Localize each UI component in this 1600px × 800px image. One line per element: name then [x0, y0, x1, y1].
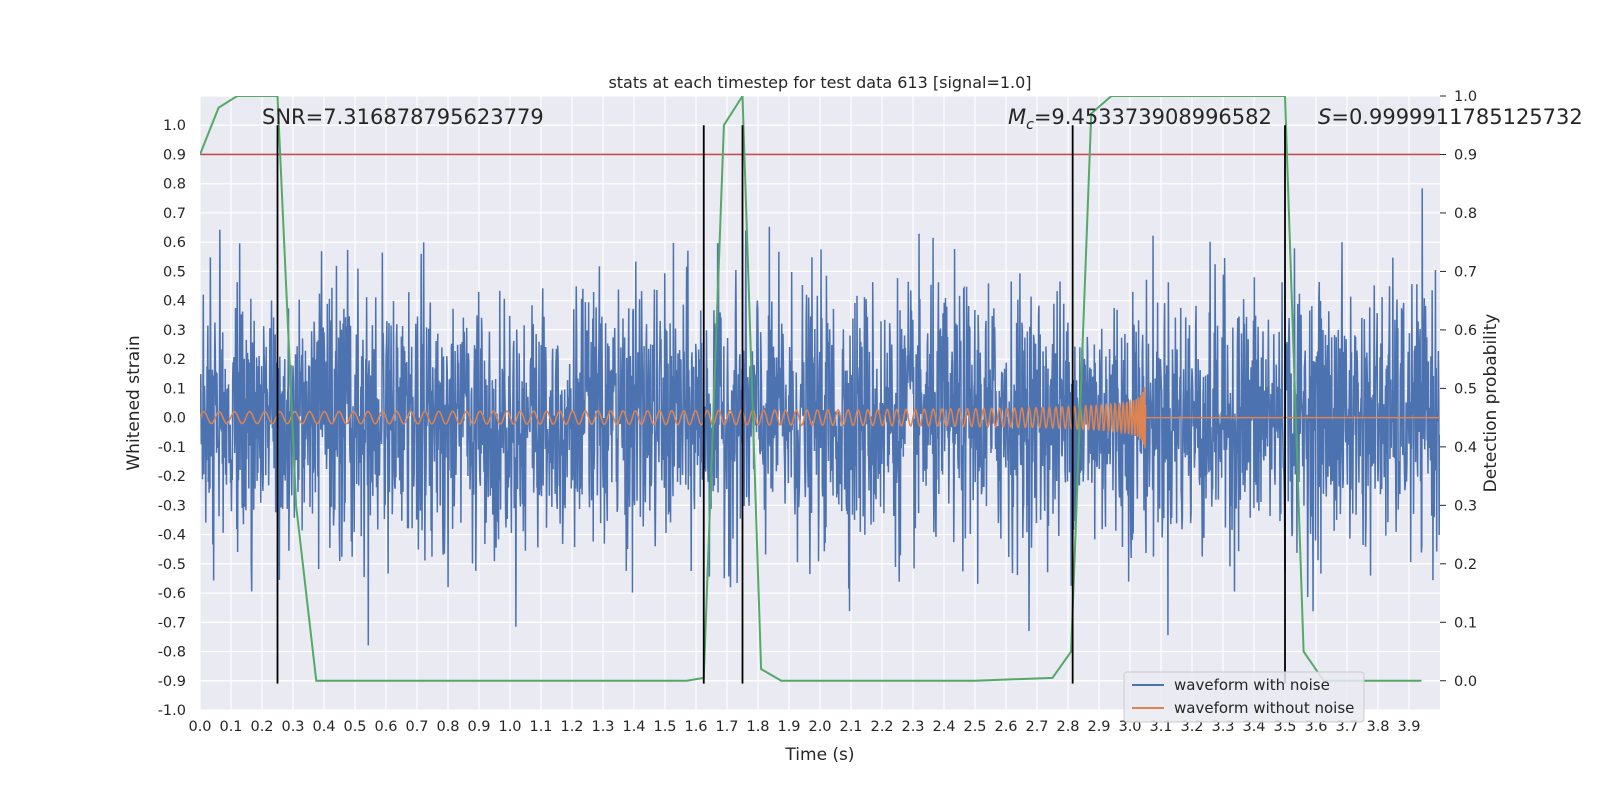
x-tick-label: 2.0: [808, 719, 831, 735]
y2-tick-label: 1.0: [1454, 89, 1477, 105]
series-detection-probability: [200, 96, 1422, 682]
x-tick-label: 3.5: [1273, 719, 1296, 735]
x-tick-label: 2.4: [932, 719, 955, 735]
y2-tick-label: 0.6: [1454, 323, 1477, 339]
y-tick-label: 0.0: [163, 411, 186, 427]
y-tick-label: -0.4: [158, 528, 186, 544]
y-tick-label: -0.9: [158, 674, 186, 690]
x-tick-label: 1.9: [777, 719, 800, 735]
score-annotation: S=0.9999911785125732: [1318, 105, 1583, 129]
y2-tick-label: 0.1: [1454, 615, 1477, 631]
x-tick-label: 1.3: [591, 719, 614, 735]
y2-axis-label: Detection probability: [1481, 314, 1501, 493]
y-tick-label: 0.9: [163, 147, 186, 163]
y2-tick-label: 0.4: [1454, 440, 1477, 456]
x-tick-label: 2.1: [839, 719, 862, 735]
x-tick-label: 2.3: [901, 719, 924, 735]
x-tick-label: 3.2: [1180, 719, 1203, 735]
y2-tick-labels: 0.0 0.1 0.2 0.3 0.4 0.5 0.6 0.7 0.8 0.9 1.0: [1440, 89, 1477, 690]
x-tick-label: 2.2: [870, 719, 893, 735]
x-tick-label: 3.4: [1242, 719, 1265, 735]
x-tick-label: 1.8: [746, 719, 769, 735]
y-tick-label: -0.8: [158, 645, 186, 661]
x-tick-label: 2.7: [1025, 719, 1048, 735]
snr-annotation: SNR=7.316878795623779: [262, 105, 544, 129]
y-tick-label: 0.3: [163, 323, 186, 339]
x-tick-label: 1.6: [684, 719, 707, 735]
x-tick-label: 0.8: [436, 719, 459, 735]
y2-tick-label: 0.7: [1454, 264, 1477, 280]
x-axis-label: Time (s): [784, 745, 854, 765]
x-tick-label: 2.9: [1087, 719, 1110, 735]
chirp-mass-annotation: Mc=9.453373908996582: [1008, 105, 1272, 133]
series-waveform-without-noise: [200, 387, 1440, 449]
x-tick-labels: 0.0 0.1 0.2 0.3 0.4 0.5 0.6 0.7 0.8 0.9 1.0 1.1 1.2 1…: [188, 719, 1420, 735]
x-tick-label: 1.0: [498, 719, 521, 735]
y-tick-labels: -1.0 -0.9 -0.8 -0.7 -0.6 -0.5 -0.4 -0.3 -0.2 -0.1…: [158, 118, 186, 719]
x-tick-label: 2.5: [963, 719, 986, 735]
chirp-mass-subscript: c: [1026, 117, 1034, 133]
y-tick-label: -1.0: [158, 703, 186, 719]
y-tick-label: -0.2: [158, 469, 186, 485]
x-tick-label: 3.3: [1211, 719, 1234, 735]
y-tick-label: 1.0: [163, 118, 186, 134]
x-tick-label: 3.1: [1149, 719, 1172, 735]
x-tick-label: 3.7: [1335, 719, 1358, 735]
y-tick-label: -0.3: [158, 498, 186, 514]
y2-tick-label: 0.0: [1454, 674, 1477, 690]
x-tick-label: 0.5: [343, 719, 366, 735]
chirp-mass-symbol: M: [1008, 105, 1026, 129]
x-tick-label: 0.4: [312, 719, 335, 735]
x-tick-label: 3.0: [1118, 719, 1141, 735]
x-tick-label: 1.4: [622, 719, 645, 735]
x-tick-label: 1.1: [529, 719, 552, 735]
score-symbol: S: [1318, 105, 1331, 129]
y-tick-label: 0.5: [163, 264, 186, 280]
x-tick-label: 2.8: [1056, 719, 1079, 735]
y-tick-label: 0.1: [163, 381, 186, 397]
y-tick-label: 0.7: [163, 206, 186, 222]
legend-label-without-noise: waveform without noise: [1174, 699, 1354, 717]
data-layer: [200, 96, 1440, 684]
score-value: =0.9999911785125732: [1331, 105, 1582, 129]
series-waveform-with-noise: [200, 188, 1440, 646]
x-tick-label: 0.2: [250, 719, 273, 735]
y2-tick-label: 0.5: [1454, 381, 1477, 397]
x-tick-label: 0.7: [405, 719, 428, 735]
y-tick-label: -0.1: [158, 440, 186, 456]
y-tick-label: 0.6: [163, 235, 186, 251]
chirp-mass-value: =9.453373908996582: [1034, 105, 1272, 129]
x-tick-label: 0.9: [467, 719, 490, 735]
x-tick-label: 1.7: [715, 719, 738, 735]
y2-tick-label: 0.2: [1454, 557, 1477, 573]
x-tick-label: 0.0: [188, 719, 211, 735]
y-tick-label: 0.2: [163, 352, 186, 368]
y2-tick-label: 0.3: [1454, 498, 1477, 514]
y-tick-label: 0.4: [163, 294, 186, 310]
x-tick-label: 1.5: [653, 719, 676, 735]
x-tick-label: 3.9: [1397, 719, 1420, 735]
y-tick-label: -0.5: [158, 557, 186, 573]
y2-tick-label: 0.9: [1454, 147, 1477, 163]
chart-title: stats at each timestep for test data 613…: [608, 73, 1031, 92]
legend-label-with-noise: waveform with noise: [1174, 676, 1330, 694]
legend: waveform with noise waveform without noi…: [1123, 671, 1365, 723]
y-tick-label: -0.7: [158, 615, 186, 631]
x-tick-label: 3.8: [1366, 719, 1389, 735]
x-tick-label: 3.6: [1304, 719, 1327, 735]
y-tick-label: -0.6: [158, 586, 186, 602]
y-axis-label: Whitened strain: [124, 335, 144, 470]
x-tick-label: 0.1: [219, 719, 242, 735]
x-tick-label: 2.6: [994, 719, 1017, 735]
x-tick-label: 1.2: [560, 719, 583, 735]
x-tick-label: 0.3: [281, 719, 304, 735]
x-tick-label: 0.6: [374, 719, 397, 735]
legend-box: [1123, 671, 1365, 723]
y-tick-label: 0.8: [163, 177, 186, 193]
y2-tick-label: 0.8: [1454, 206, 1477, 222]
